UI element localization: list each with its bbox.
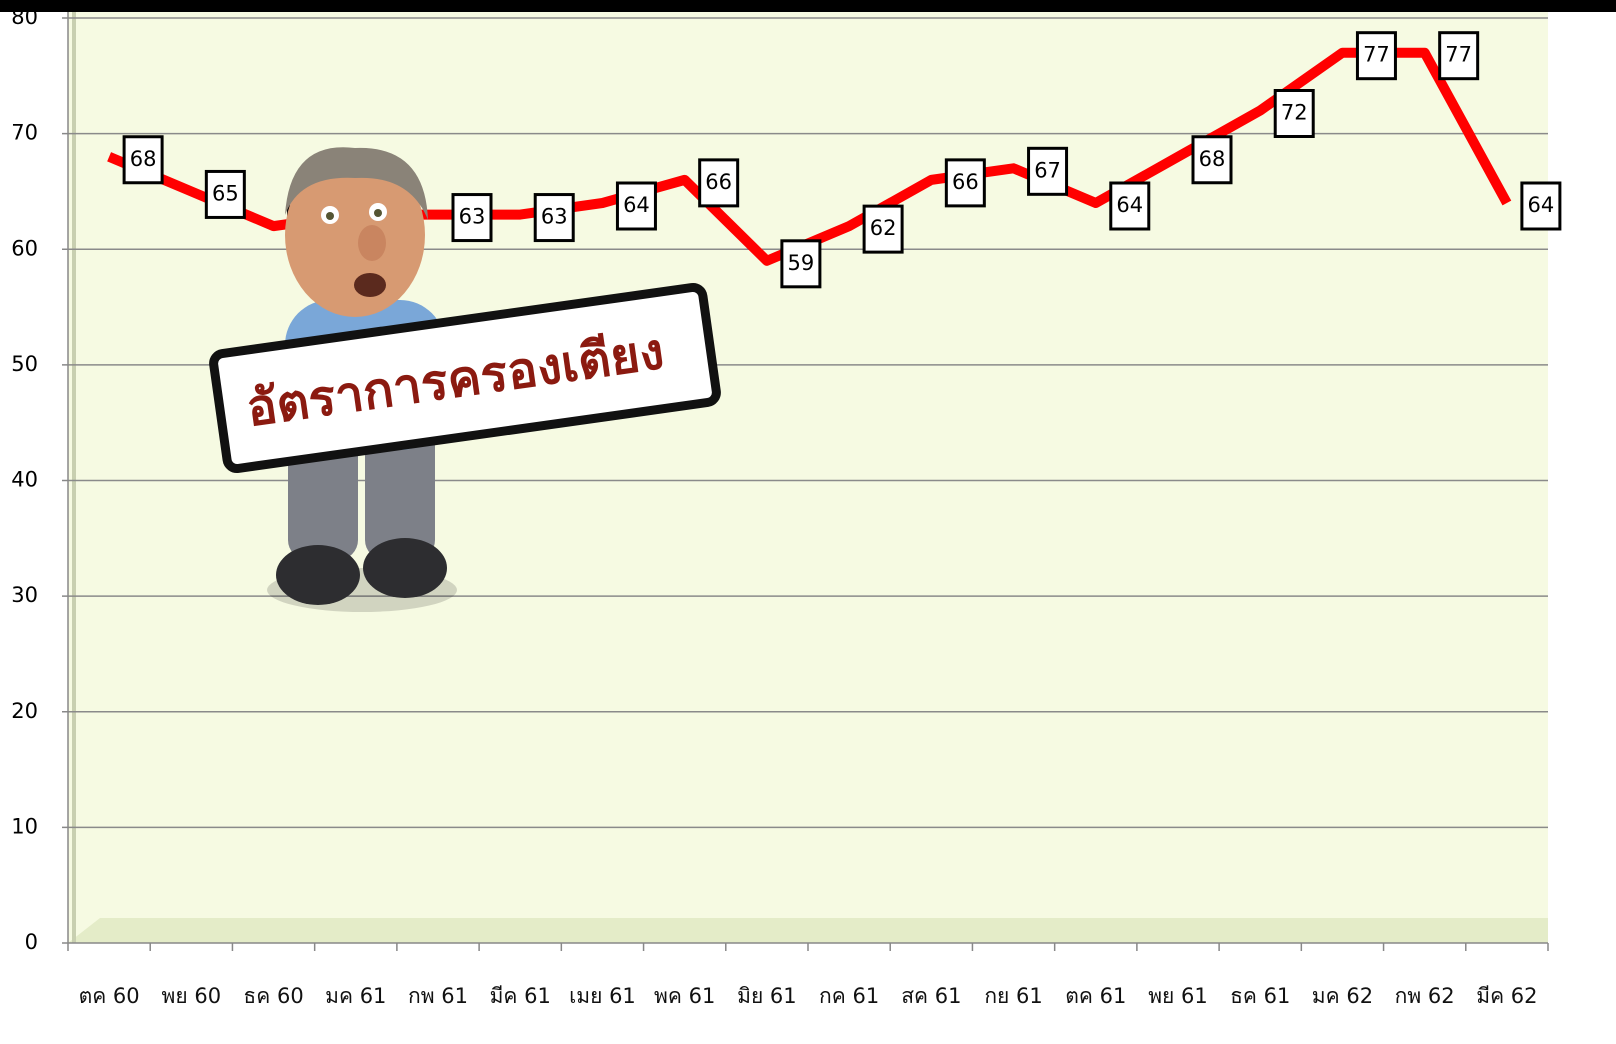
x-tick-label: สค 61 xyxy=(901,984,961,1008)
data-label-box xyxy=(780,239,822,289)
data-label: 77 xyxy=(1445,43,1472,67)
sign: อัตราการครองเตียง xyxy=(209,282,721,474)
data-label-box xyxy=(1520,181,1562,231)
data-label: 63 xyxy=(459,205,486,229)
data-label-box xyxy=(1109,181,1151,231)
data-label-box xyxy=(204,169,246,219)
x-tick-label: กพ 62 xyxy=(1395,984,1455,1008)
data-label-box xyxy=(1027,146,1069,196)
x-tick-label: ตค 60 xyxy=(79,984,140,1008)
data-label-box xyxy=(862,204,904,254)
x-tick-label: พค 61 xyxy=(654,984,715,1008)
data-label: 59 xyxy=(788,251,815,275)
y-tick-label: 80 xyxy=(11,5,38,29)
data-label: 64 xyxy=(1528,193,1555,217)
y-tick-label: 60 xyxy=(11,236,38,260)
x-tick-label: ธค 60 xyxy=(243,984,303,1008)
data-label: 66 xyxy=(952,170,979,194)
data-label: 65 xyxy=(212,181,239,205)
sign-board xyxy=(209,282,721,474)
top-bar xyxy=(0,0,1616,12)
x-tick-label: มค 62 xyxy=(1312,984,1373,1008)
x-tick-label: มีค 61 xyxy=(490,984,551,1008)
data-label: 67 xyxy=(1034,158,1061,182)
data-label: 63 xyxy=(541,205,568,229)
x-tick-label: กค 61 xyxy=(819,984,879,1008)
data-label-box xyxy=(1273,89,1315,138)
x-tick-label: เมย 61 xyxy=(569,984,636,1008)
data-label-box xyxy=(122,135,164,185)
y-tick-label: 30 xyxy=(11,583,38,607)
data-label-box xyxy=(533,193,575,243)
y-tick-label: 70 xyxy=(11,121,38,145)
x-tick-label: มค 61 xyxy=(325,984,386,1008)
data-label: 62 xyxy=(870,216,897,240)
plot-floor xyxy=(68,918,1548,943)
data-label-box xyxy=(615,181,657,231)
y-tick-label: 20 xyxy=(11,699,38,723)
y-tick-label: 10 xyxy=(11,814,38,838)
data-label: 77 xyxy=(1363,43,1390,67)
data-label: 68 xyxy=(130,147,157,171)
data-label-box xyxy=(698,158,740,208)
data-label-box xyxy=(451,193,493,243)
x-tick-label: มีค 62 xyxy=(1476,984,1537,1008)
x-tick-label: ตค 61 xyxy=(1065,984,1126,1008)
data-label-box xyxy=(1438,31,1480,81)
x-tick-label: ธค 61 xyxy=(1230,984,1290,1008)
data-label-box xyxy=(1191,135,1233,185)
data-label-box xyxy=(1355,31,1397,81)
x-tick-label: มิย 61 xyxy=(737,984,797,1008)
data-label: 72 xyxy=(1281,101,1308,125)
x-tick-label: พย 61 xyxy=(1148,984,1208,1008)
x-tick-label: พย 60 xyxy=(162,984,222,1008)
y-tick-label: 50 xyxy=(11,352,38,376)
data-label: 66 xyxy=(705,170,732,194)
y-tick-label: 40 xyxy=(11,468,38,492)
data-label: 64 xyxy=(623,193,650,217)
x-tick-label: กย 61 xyxy=(984,984,1042,1008)
data-label: 68 xyxy=(1199,147,1226,171)
data-label: 64 xyxy=(1116,193,1143,217)
x-tick-label: กพ 61 xyxy=(408,984,468,1008)
data-label-box xyxy=(944,158,986,208)
y-tick-label: 0 xyxy=(25,930,38,954)
